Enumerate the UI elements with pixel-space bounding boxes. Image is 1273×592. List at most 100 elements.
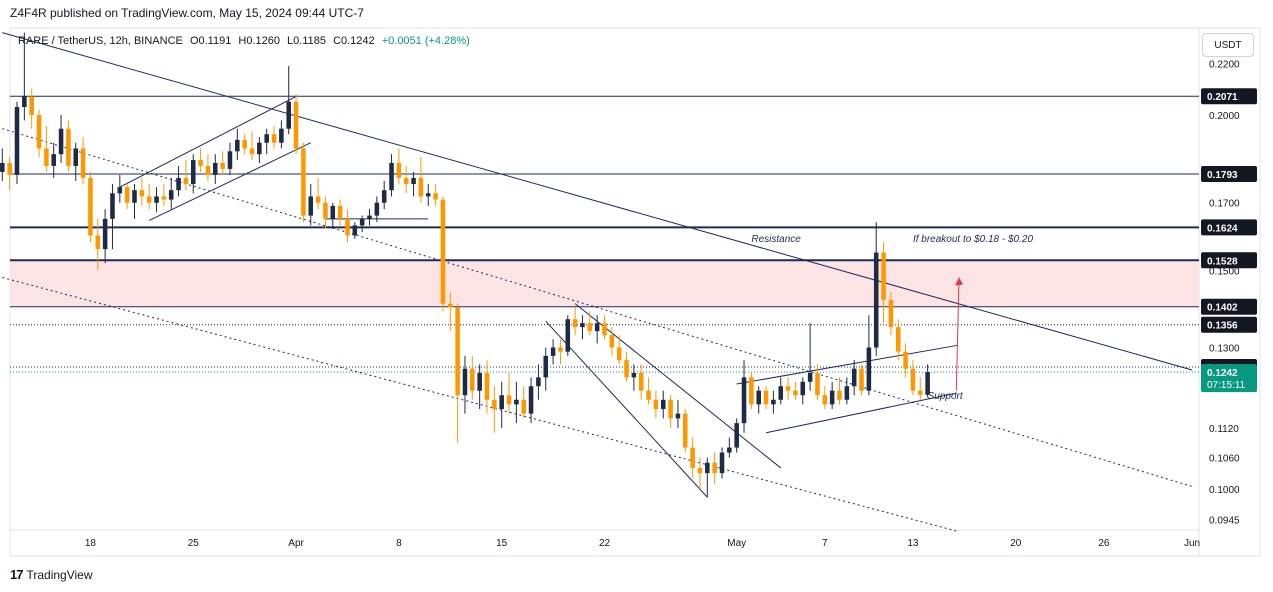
candle-body bbox=[124, 187, 130, 203]
candle-body bbox=[719, 452, 725, 474]
candle-body bbox=[550, 347, 556, 356]
level-label-bg bbox=[1201, 165, 1257, 182]
annotation-2: If breakout to $0.18 - $0.20 bbox=[913, 234, 1034, 245]
candle bbox=[506, 373, 512, 414]
candle bbox=[330, 202, 336, 229]
annotations-layer: Resistance If breakout to $0.18 - $0.20 Su… bbox=[751, 234, 1033, 402]
candle bbox=[44, 125, 49, 172]
candle-body bbox=[176, 177, 181, 191]
candle-body bbox=[771, 399, 776, 405]
candle-body bbox=[660, 399, 666, 409]
candle bbox=[683, 408, 688, 453]
candle bbox=[888, 292, 894, 336]
candle bbox=[484, 360, 490, 414]
candle bbox=[470, 355, 475, 400]
candle bbox=[771, 390, 776, 414]
candle bbox=[168, 177, 174, 210]
candle bbox=[807, 323, 813, 391]
candle bbox=[418, 157, 424, 203]
candle-body bbox=[22, 96, 27, 107]
candle bbox=[690, 437, 695, 479]
candle bbox=[374, 196, 380, 223]
candle bbox=[110, 184, 115, 250]
candle-body bbox=[646, 390, 651, 400]
trendlines-layer bbox=[2, 32, 1193, 532]
candle-body bbox=[359, 218, 365, 226]
candle-body bbox=[14, 106, 20, 175]
level-label-0.1793: 0.1793 bbox=[1201, 165, 1257, 182]
candle-body bbox=[44, 148, 49, 166]
candle-body bbox=[624, 360, 629, 378]
candle bbox=[213, 154, 218, 185]
time-axis: 18 25 Apr 8 15 22 May 7 13 20 26 Jun bbox=[85, 538, 1200, 549]
candle bbox=[279, 120, 284, 149]
level-label-bg bbox=[1201, 252, 1257, 269]
zones-layer bbox=[10, 260, 1199, 307]
x-tick-label: 18 bbox=[85, 538, 97, 549]
y-tick-label: 0.2200 bbox=[1209, 60, 1240, 71]
candle bbox=[462, 355, 468, 414]
candle bbox=[778, 377, 784, 405]
candle bbox=[367, 209, 372, 226]
candle-body bbox=[462, 368, 468, 396]
candle-body bbox=[7, 162, 12, 175]
candle-body bbox=[506, 395, 512, 405]
legend-high: H0.1260 bbox=[238, 35, 280, 47]
candle-body bbox=[139, 190, 145, 197]
candle bbox=[866, 315, 872, 396]
candle-body bbox=[183, 177, 189, 185]
last-price-bg bbox=[1201, 364, 1257, 393]
candle bbox=[411, 171, 416, 197]
levels-layer bbox=[10, 95, 1199, 373]
candle-body bbox=[778, 386, 784, 400]
candle-body bbox=[374, 202, 380, 216]
candle-body bbox=[389, 162, 394, 191]
candle bbox=[235, 128, 240, 161]
candle bbox=[359, 215, 365, 233]
candle-body bbox=[881, 252, 886, 300]
candle bbox=[793, 381, 798, 400]
annotation-1: Resistance bbox=[751, 234, 801, 245]
candle bbox=[389, 154, 394, 197]
candle bbox=[301, 142, 306, 223]
candle-body bbox=[807, 373, 813, 382]
candle bbox=[257, 137, 262, 163]
currency-button[interactable]: USDT bbox=[1202, 33, 1254, 57]
candle bbox=[139, 177, 145, 206]
candle bbox=[381, 180, 387, 210]
candle bbox=[124, 184, 130, 210]
candle bbox=[51, 142, 56, 178]
x-tick-label: 15 bbox=[496, 538, 508, 549]
legend-close: C0.1242 bbox=[333, 35, 375, 47]
candle-body bbox=[616, 347, 622, 361]
level-label-0.1356: 0.1356 bbox=[1201, 316, 1257, 333]
y-tick-label: 0.1500 bbox=[1209, 266, 1240, 277]
candle bbox=[433, 184, 438, 206]
candle bbox=[403, 165, 409, 194]
candle bbox=[697, 457, 703, 490]
candle-body bbox=[756, 390, 761, 405]
candle bbox=[455, 303, 460, 443]
candle-body bbox=[73, 148, 79, 166]
candle-body bbox=[587, 323, 593, 332]
candle bbox=[881, 242, 886, 324]
candle-body bbox=[110, 193, 115, 219]
y-tick-label: 0.2000 bbox=[1209, 111, 1240, 122]
candle bbox=[271, 125, 277, 149]
candle bbox=[558, 339, 563, 365]
candle-body bbox=[668, 399, 673, 419]
candle bbox=[117, 174, 123, 203]
candle-body bbox=[918, 390, 923, 395]
candle bbox=[198, 148, 203, 172]
candle-body bbox=[837, 390, 842, 400]
candle-body bbox=[851, 368, 857, 387]
candle bbox=[29, 88, 34, 129]
candle-body bbox=[690, 447, 695, 468]
x-tick-label: Apr bbox=[288, 538, 304, 549]
legend-low: L0.1185 bbox=[287, 35, 326, 47]
candle-body bbox=[910, 368, 916, 391]
candle-body bbox=[866, 347, 872, 391]
level-label-0.1402: 0.1402 bbox=[1201, 298, 1257, 315]
